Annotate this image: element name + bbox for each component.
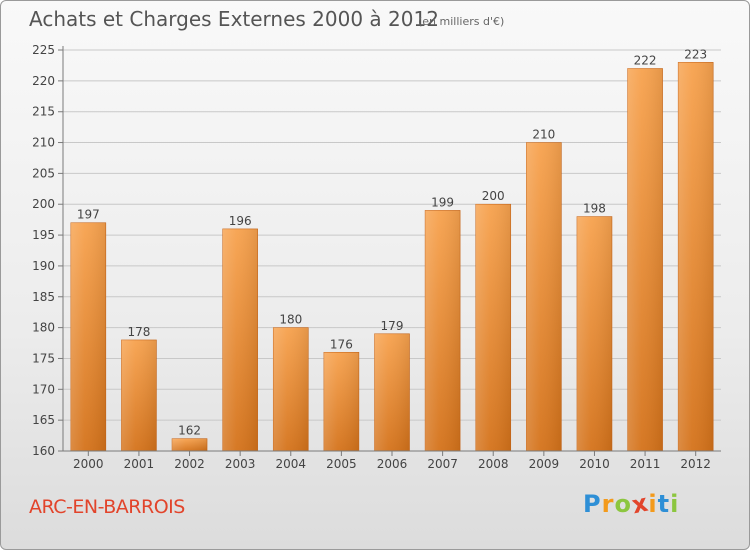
y-tick-label-180: 180 [32, 321, 55, 335]
proxiti-logo[interactable]: Proxiti [583, 489, 680, 520]
data-label-2009: 210 [532, 128, 555, 142]
x-tick-label-2012: 2012 [680, 457, 711, 471]
y-tick-label-215: 215 [32, 105, 55, 119]
logo-letter: t [657, 490, 671, 518]
x-tick-label-2009: 2009 [529, 457, 560, 471]
data-label-2000: 197 [77, 208, 100, 222]
x-tick-label-2011: 2011 [630, 457, 661, 471]
data-label-2006: 179 [381, 319, 404, 333]
logo-letter: i [670, 490, 680, 518]
data-label-2004: 180 [279, 313, 302, 327]
x-tick-label-2002: 2002 [174, 457, 205, 471]
data-label-2008: 200 [482, 189, 505, 203]
x-tick-label-2000: 2000 [73, 457, 104, 471]
x-tick-label-2001: 2001 [124, 457, 155, 471]
y-tick-label-205: 205 [32, 166, 55, 180]
logo-letter: o [614, 490, 632, 518]
bar-shine-2003 [222, 228, 258, 451]
logo-letter: i [648, 490, 658, 518]
y-tick-label-170: 170 [32, 382, 55, 396]
bar-shine-2000 [70, 222, 106, 451]
x-tick-label-2004: 2004 [275, 457, 306, 471]
y-tick-label-200: 200 [32, 197, 55, 211]
data-label-2002: 162 [178, 424, 201, 438]
bar-shine-2009 [526, 142, 562, 452]
bar-shine-2012 [678, 62, 714, 451]
bar-shine-2005 [323, 352, 359, 451]
y-tick-label-195: 195 [32, 228, 55, 242]
y-tick-label-225: 225 [32, 43, 55, 57]
bar-shine-2011 [627, 68, 663, 451]
y-tick-label-185: 185 [32, 290, 55, 304]
data-label-2001: 178 [127, 325, 150, 339]
x-tick-label-2010: 2010 [579, 457, 610, 471]
bar-shine-2001 [121, 339, 157, 451]
town-name: ARC-EN-BARROIS [29, 496, 185, 518]
x-tick-label-2003: 2003 [225, 457, 256, 471]
logo-letter: r [601, 490, 615, 518]
bar-shine-2006 [374, 333, 410, 451]
y-tick-label-175: 175 [32, 351, 55, 365]
chart-unit: (en milliers d'€) [418, 15, 505, 28]
x-tick-label-2005: 2005 [326, 457, 357, 471]
data-label-2012: 223 [684, 47, 707, 61]
chart-title: Achats et Charges Externes 2000 à 2012 [29, 7, 439, 31]
data-label-2003: 196 [229, 214, 252, 228]
data-label-2005: 176 [330, 337, 353, 351]
x-tick-label-2008: 2008 [478, 457, 509, 471]
x-tick-label-2006: 2006 [377, 457, 408, 471]
data-label-2011: 222 [634, 54, 657, 68]
bar-shine-2004 [273, 327, 309, 451]
bar-shine-2010 [576, 216, 612, 451]
bar-shine-2007 [425, 210, 461, 451]
y-tick-label-210: 210 [32, 136, 55, 150]
y-tick-label-190: 190 [32, 259, 55, 273]
data-label-2010: 198 [583, 202, 606, 216]
logo-letter: P [583, 490, 602, 518]
x-tick-label-2007: 2007 [427, 457, 458, 471]
y-tick-label-160: 160 [32, 444, 55, 458]
bar-shine-2002 [172, 438, 208, 451]
y-tick-label-165: 165 [32, 413, 55, 427]
y-tick-label-220: 220 [32, 74, 55, 88]
bar-shine-2008 [475, 204, 511, 451]
data-label-2007: 199 [431, 195, 454, 209]
